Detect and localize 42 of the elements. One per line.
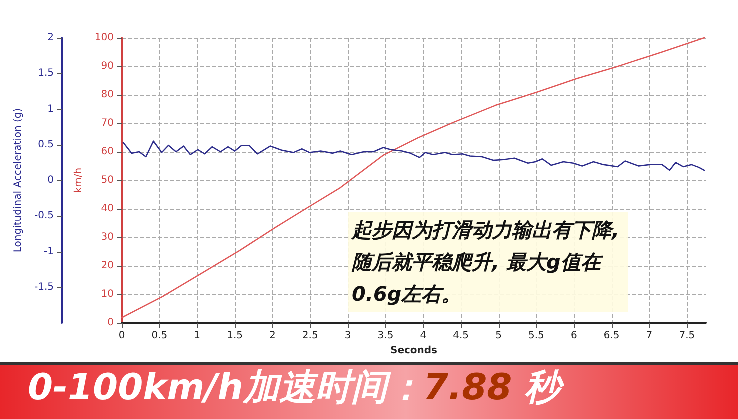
y-tick-label: 90	[101, 61, 114, 72]
x-tick-label: 3.5	[378, 330, 394, 342]
x-tick-label: 0.5	[152, 330, 168, 342]
y-tick-label: 10	[101, 289, 114, 300]
x-tick-label: 1	[194, 330, 201, 342]
y-tick-label: 40	[101, 204, 114, 214]
text: 0-100km/h加速时间：7.88 秒	[28, 368, 566, 408]
y-axis-title: km/h	[74, 168, 85, 194]
y-tick-label: 60	[101, 146, 114, 158]
line-series	[121, 37, 706, 319]
y-tick-label: 30	[101, 232, 114, 243]
annotation: 起步因为打滑动力输出有下降,随后就平稳爬升, 最大g值在0.6g左右。	[351, 218, 620, 306]
x-tick-label: 2.5	[302, 330, 318, 342]
y-tick-label: 100	[94, 32, 114, 44]
y-tick-label: 0	[108, 318, 114, 328]
x-tick-label: 7	[646, 330, 653, 342]
y2-tick-label: -1.5	[34, 282, 54, 293]
y2-tick-label: 2	[48, 32, 54, 44]
x-tick-label: 4	[420, 330, 427, 342]
x-tick-label: 5.5	[528, 330, 544, 342]
line-series	[122, 140, 706, 172]
y2-tick-label: 1	[48, 104, 54, 115]
y2-tick-label: -1	[44, 246, 54, 258]
y-tick-label: 50	[101, 175, 114, 186]
x-tick-label: 1.5	[227, 330, 243, 342]
y-tick-label: 20	[101, 260, 114, 272]
x-tick-label: 7.5	[679, 330, 696, 342]
y-tick-label: 80	[101, 90, 114, 100]
x-axis-title: Seconds	[390, 345, 438, 356]
y2-tick-label: 1.5	[38, 68, 54, 80]
x-tick-label: 3	[344, 330, 352, 342]
x-tick-label: 6.5	[604, 330, 620, 342]
y2-tick-label: 0	[48, 175, 54, 186]
y-tick-label: 70	[101, 118, 114, 129]
x-tick-label: 6	[570, 330, 578, 342]
x-tick-label: 4.5	[453, 330, 470, 342]
x-tick-label: 5	[496, 330, 502, 342]
x-tick-label: 0	[118, 330, 126, 342]
y2-tick-label: 0.5	[38, 139, 54, 150]
y2-tick-label: -0.5	[34, 210, 54, 222]
y2-axis-title: Longitudinal Acceleration (g)	[13, 108, 24, 253]
x-tick-label: 2	[270, 330, 276, 342]
